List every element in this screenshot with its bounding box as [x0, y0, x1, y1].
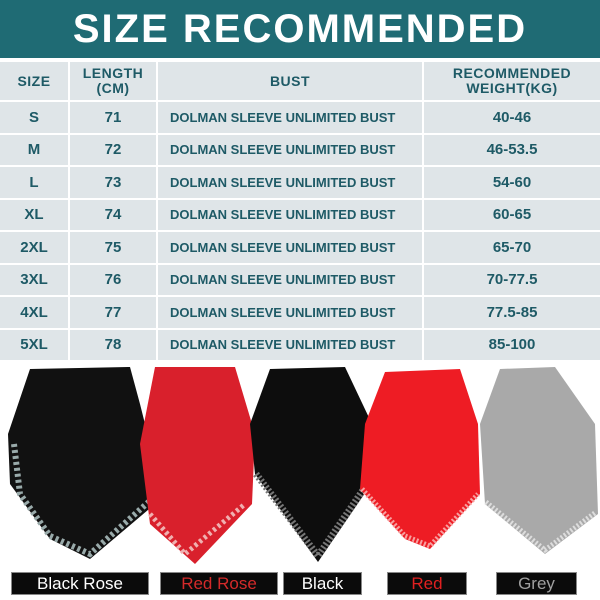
variant-black-rose[interactable]: Black Rose: [11, 572, 149, 595]
cell-length: 78: [70, 329, 156, 360]
header-length: LENGTH (CM): [70, 62, 156, 100]
cell-bust: DOLMAN SLEEVE UNLIMITED BUST: [158, 102, 422, 133]
cell-size: L: [0, 167, 68, 198]
poncho-red-rose: [140, 367, 255, 564]
header-weight: RECOMMENDED WEIGHT(KG): [424, 62, 600, 100]
table-row: 3XL 76 DOLMAN SLEEVE UNLIMITED BUST 70-77.5: [0, 264, 600, 295]
variant-label: Black Rose: [37, 573, 123, 593]
table-header-row: SIZE LENGTH (CM) BUST RECOMMENDED WEIGHT(K…: [0, 62, 600, 100]
header-weight-line2: WEIGHT(KG): [466, 80, 558, 96]
header-size: SIZE: [0, 62, 68, 100]
cell-size: 3XL: [0, 264, 68, 295]
table-row: M 72 DOLMAN SLEEVE UNLIMITED BUST 46-53.5: [0, 134, 600, 165]
cell-length: 71: [70, 102, 156, 133]
variant-red-rose[interactable]: Red Rose: [160, 572, 278, 595]
variant-label: Red: [411, 573, 443, 593]
cell-bust: DOLMAN SLEEVE UNLIMITED BUST: [158, 329, 422, 360]
cell-bust: DOLMAN SLEEVE UNLIMITED BUST: [158, 264, 422, 295]
variant-black[interactable]: Black: [283, 572, 362, 595]
cell-length: 73: [70, 167, 156, 198]
cell-weight: 46-53.5: [424, 134, 600, 165]
cell-bust: DOLMAN SLEEVE UNLIMITED BUST: [158, 232, 422, 263]
cell-bust: DOLMAN SLEEVE UNLIMITED BUST: [158, 297, 422, 328]
variant-label: Grey: [518, 573, 555, 593]
cell-size: XL: [0, 199, 68, 230]
cell-weight: 60-65: [424, 199, 600, 230]
header-length-line2: (CM): [96, 80, 130, 96]
table-row: L 73 DOLMAN SLEEVE UNLIMITED BUST 54-60: [0, 167, 600, 198]
variant-label: Red Rose: [181, 573, 257, 593]
table-row: XL 74 DOLMAN SLEEVE UNLIMITED BUST 60-65: [0, 199, 600, 230]
poncho-black-rose: [8, 367, 160, 559]
cell-bust: DOLMAN SLEEVE UNLIMITED BUST: [158, 134, 422, 165]
table-row: 5XL 78 DOLMAN SLEEVE UNLIMITED BUST 85-100: [0, 329, 600, 360]
header-length-line1: LENGTH: [82, 65, 144, 81]
cell-size: 4XL: [0, 297, 68, 328]
cell-length: 76: [70, 264, 156, 295]
cell-weight: 77.5-85: [424, 297, 600, 328]
poncho-black: [250, 367, 378, 562]
table-row: 2XL 75 DOLMAN SLEEVE UNLIMITED BUST 65-70: [0, 232, 600, 263]
cell-weight: 85-100: [424, 329, 600, 360]
cell-length: 75: [70, 232, 156, 263]
cell-length: 72: [70, 134, 156, 165]
cell-size: 5XL: [0, 329, 68, 360]
variant-grey[interactable]: Grey: [496, 572, 577, 595]
header-weight-line1: RECOMMENDED: [452, 65, 572, 81]
product-photos: [8, 367, 598, 564]
cell-length: 77: [70, 297, 156, 328]
cell-weight: 54-60: [424, 167, 600, 198]
variant-red[interactable]: Red: [387, 572, 467, 595]
table-row: S 71 DOLMAN SLEEVE UNLIMITED BUST 40-46: [0, 102, 600, 133]
cell-weight: 65-70: [424, 232, 600, 263]
poncho-red: [360, 369, 480, 549]
cell-size: S: [0, 102, 68, 133]
size-table: SIZE LENGTH (CM) BUST RECOMMENDED WEIGHT(K…: [0, 60, 600, 362]
table-row: 4XL 77 DOLMAN SLEEVE UNLIMITED BUST 77.5-85: [0, 297, 600, 328]
page-title: SIZE RECOMMENDED: [0, 0, 600, 58]
cell-weight: 40-46: [424, 102, 600, 133]
variant-label: Black: [301, 573, 344, 593]
cell-length: 74: [70, 199, 156, 230]
cell-bust: DOLMAN SLEEVE UNLIMITED BUST: [158, 199, 422, 230]
cell-size: 2XL: [0, 232, 68, 263]
header-bust: BUST: [158, 62, 422, 100]
cell-size: M: [0, 134, 68, 165]
cell-bust: DOLMAN SLEEVE UNLIMITED BUST: [158, 167, 422, 198]
cell-weight: 70-77.5: [424, 264, 600, 295]
poncho-grey: [480, 367, 598, 554]
